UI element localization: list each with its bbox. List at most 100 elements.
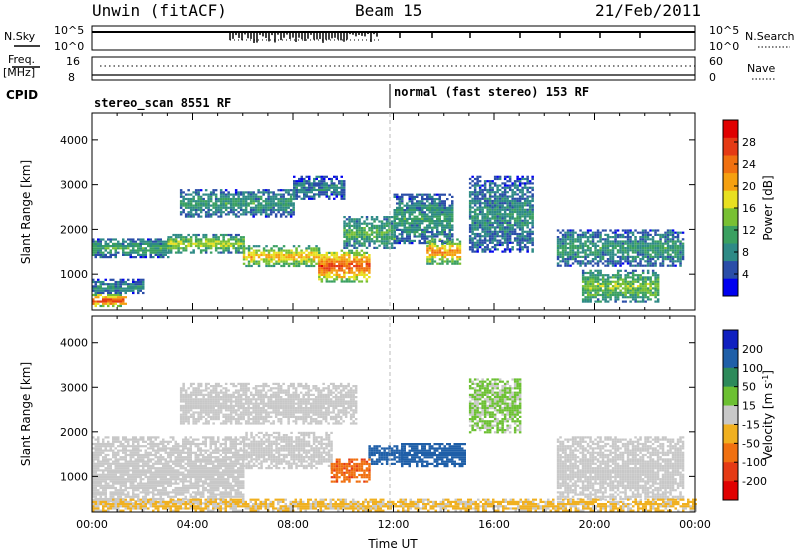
echo-cell	[516, 235, 519, 238]
echo-cell	[518, 199, 522, 203]
echo-cell	[408, 242, 411, 245]
echo-cell	[506, 199, 509, 203]
echo-cell	[506, 219, 509, 222]
echo-cell	[664, 233, 667, 236]
echo-cell	[428, 195, 431, 198]
echo-cell	[282, 256, 286, 259]
echo-cell	[621, 287, 625, 290]
echo-cell	[348, 218, 351, 221]
echo-cell	[242, 245, 246, 248]
echo-cell	[559, 260, 562, 263]
echo-cell	[396, 224, 399, 227]
echo-cell	[207, 242, 210, 245]
echo-cell	[619, 244, 622, 247]
echo-cell	[197, 202, 200, 205]
echo-cell	[257, 249, 261, 252]
echo-cell	[566, 231, 570, 234]
echo-cell	[380, 229, 384, 232]
echo-cell	[594, 233, 597, 236]
echo-cell	[679, 255, 682, 258]
echo-cell	[254, 195, 258, 198]
echo-cell	[282, 245, 286, 248]
echo-cell	[97, 456, 100, 459]
echo-cell	[122, 298, 125, 301]
echo-cell	[132, 471, 135, 474]
echo-cell	[493, 199, 497, 203]
echo-cell	[656, 240, 660, 243]
echo-cell	[292, 211, 295, 214]
echo-cell	[518, 210, 522, 214]
echo-cell	[375, 233, 379, 236]
echo-cell	[257, 264, 261, 268]
echo-cell	[194, 204, 198, 207]
echo-cell	[516, 239, 519, 242]
echo-cell	[671, 260, 675, 263]
echo-cell	[378, 240, 381, 243]
echo-cell	[343, 251, 346, 254]
echo-cell	[353, 220, 356, 223]
echo-cell	[596, 300, 600, 303]
echo-cell	[94, 245, 97, 248]
echo-cell	[564, 262, 567, 265]
echo-cell	[634, 300, 637, 303]
echo-cell	[406, 233, 409, 236]
echo-cell	[335, 273, 339, 276]
echo-cell	[333, 251, 336, 254]
echo-cell	[157, 251, 160, 254]
echo-cell	[631, 278, 635, 281]
echo-cell	[646, 231, 650, 234]
echo-cell	[312, 256, 316, 259]
echo-cell	[202, 197, 205, 201]
echo-cell	[289, 204, 293, 207]
echo-cell	[624, 236, 627, 239]
echo-cell	[142, 436, 145, 439]
echo-cell	[112, 283, 115, 286]
echo-cell	[297, 251, 301, 254]
echo-cell	[137, 278, 140, 281]
echo-cell	[99, 245, 102, 248]
echo-cell	[496, 239, 499, 242]
echo-cell	[330, 265, 334, 268]
echo-cell	[634, 269, 637, 272]
echo-cell	[254, 208, 258, 212]
echo-cell	[601, 258, 605, 261]
echo-cell	[290, 251, 293, 254]
echo-cell	[528, 191, 532, 194]
echo-cell	[506, 213, 509, 216]
echo-cell	[418, 200, 421, 203]
echo-cell	[119, 302, 122, 305]
echo-cell	[114, 253, 117, 256]
echo-cell	[614, 240, 617, 243]
echo-cell	[478, 184, 482, 187]
echo-cell	[438, 258, 442, 261]
echo-cell	[219, 202, 223, 205]
echo-cell	[132, 478, 135, 481]
echo-cell	[498, 206, 502, 209]
echo-cell	[310, 182, 313, 185]
echo-cell	[323, 193, 326, 196]
echo-cell	[154, 249, 157, 252]
echo-cell	[418, 202, 421, 205]
echo-cell	[621, 262, 625, 265]
echo-cell	[614, 300, 617, 303]
echo-cell	[481, 193, 484, 196]
echo-cell	[142, 495, 145, 498]
echo-cell	[428, 247, 432, 250]
echo-cell	[134, 242, 137, 245]
echo-cell	[117, 240, 120, 243]
echo-cell	[149, 442, 152, 446]
echo-cell	[214, 238, 218, 241]
echo-cell	[124, 478, 127, 481]
echo-cell	[423, 235, 426, 238]
colorbar-swatch	[723, 278, 738, 297]
echo-cell	[634, 249, 637, 252]
echo-cell	[428, 209, 431, 212]
echo-cell	[333, 280, 336, 283]
echo-cell	[184, 244, 188, 248]
echo-cell	[451, 226, 454, 229]
echo-cell	[119, 440, 122, 443]
echo-cell	[604, 296, 607, 299]
echo-cell	[99, 478, 102, 481]
echo-cell	[142, 491, 145, 494]
colorbar-swatch	[723, 190, 738, 209]
